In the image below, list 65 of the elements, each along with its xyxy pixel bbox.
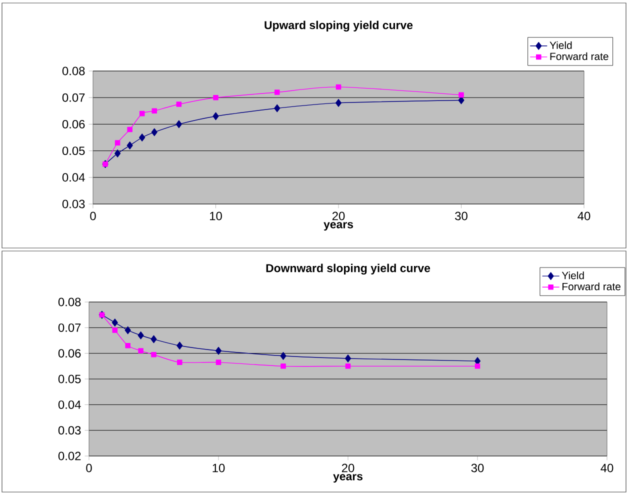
point <box>176 342 183 350</box>
legend-label: Forward rate <box>550 52 608 60</box>
point <box>176 120 182 128</box>
y-tick-label: 0.04 <box>58 400 81 409</box>
point <box>138 348 144 354</box>
point <box>124 326 131 334</box>
x-tick-label: 30 <box>471 464 484 472</box>
point <box>458 92 464 98</box>
point <box>213 94 218 100</box>
x-tick-label: 0 <box>90 212 96 220</box>
point <box>126 142 133 150</box>
y-tick-label: 0.05 <box>62 146 85 156</box>
point <box>112 328 118 333</box>
point <box>212 112 219 120</box>
x-tick-label: 0 <box>86 464 92 472</box>
x-tick-label: 40 <box>578 212 590 220</box>
point <box>344 354 352 362</box>
point <box>335 98 342 107</box>
point <box>139 134 146 142</box>
point <box>150 335 157 344</box>
point <box>280 352 286 360</box>
x-tick-label: 20 <box>332 212 345 220</box>
point <box>215 346 222 355</box>
point <box>336 84 342 90</box>
point <box>125 343 130 348</box>
x-tick-label: 10 <box>210 212 222 220</box>
y-tick-label: 0.03 <box>62 200 85 208</box>
x-tick-label: 30 <box>455 212 468 220</box>
x-tick-label: 40 <box>600 464 614 472</box>
point <box>151 128 158 136</box>
point <box>274 90 280 95</box>
legend-label: Yield <box>550 41 572 50</box>
point <box>345 364 351 369</box>
y-tick-label: 0.07 <box>58 323 81 332</box>
y-tick-label: 0.04 <box>62 173 85 182</box>
point <box>114 150 121 158</box>
point <box>474 364 480 369</box>
y-tick-label: 0.07 <box>62 93 85 102</box>
point <box>216 360 222 365</box>
point <box>152 108 158 114</box>
y-tick-label: 0.08 <box>62 66 85 76</box>
chart-title: Downward sloping yield curve <box>266 264 430 275</box>
x-axis-title: years <box>324 222 354 231</box>
x-tick-label: 20 <box>342 464 354 472</box>
point <box>280 364 286 369</box>
y-tick-label: 0.05 <box>58 374 81 384</box>
point <box>139 110 145 116</box>
x-axis-title: years <box>333 474 362 483</box>
point <box>151 352 156 358</box>
point <box>176 102 182 107</box>
legend-label: Yield <box>562 272 584 280</box>
point <box>127 126 132 132</box>
y-tick-label: 0.06 <box>58 349 81 358</box>
point <box>114 140 120 146</box>
x-tick-label: 10 <box>212 464 225 472</box>
y-tick-label: 0.02 <box>58 452 81 460</box>
y-tick-label: 0.06 <box>62 120 85 128</box>
y-tick-label: 0.08 <box>58 298 81 306</box>
point <box>112 318 118 326</box>
y-tick-label: 0.03 <box>58 426 81 435</box>
legend-label: Forward rate <box>562 282 620 290</box>
point <box>274 104 280 112</box>
chart-title: Upward sloping yield curve <box>264 20 413 32</box>
point <box>138 331 144 340</box>
point <box>177 360 182 365</box>
